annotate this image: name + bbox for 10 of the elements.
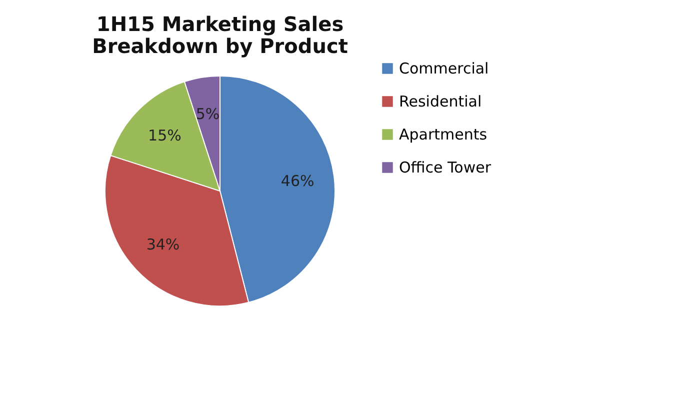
legend-label: Apartments xyxy=(399,126,488,144)
data-label: 15% xyxy=(148,126,182,145)
legend-label: Commercial xyxy=(399,60,489,78)
legend-label: Residential xyxy=(399,92,482,110)
legend-label: Office Tower xyxy=(399,158,492,176)
data-label: 46% xyxy=(280,172,314,190)
text: 1H15 Marketing Sales xyxy=(96,12,344,36)
text: Breakdown by Product xyxy=(92,34,348,58)
data-label: 5% xyxy=(196,104,220,123)
data-label: 34% xyxy=(146,236,180,254)
